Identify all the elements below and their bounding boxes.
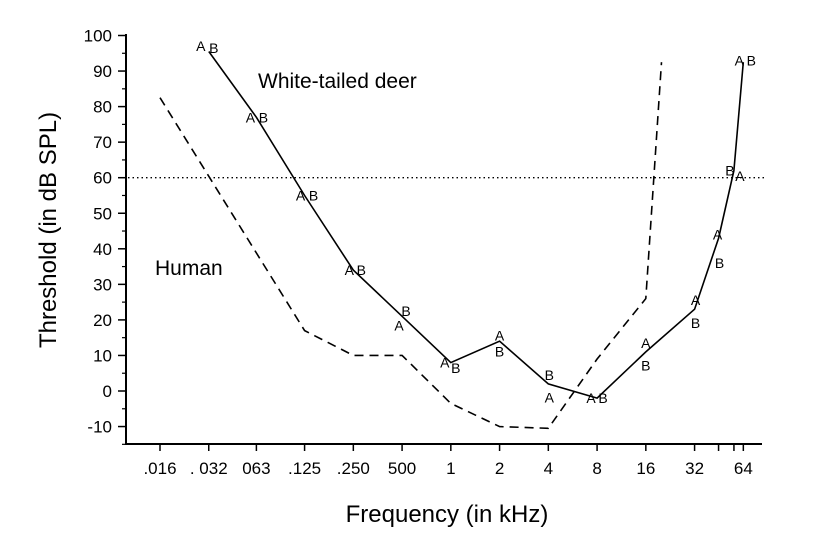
marker-b: B	[715, 255, 724, 271]
marker-a: A	[586, 390, 596, 406]
marker-b: B	[309, 187, 318, 203]
marker-b: B	[451, 360, 460, 376]
marker-b: B	[401, 303, 410, 319]
marker-a: A	[545, 390, 555, 406]
x-tick-label: 1	[446, 459, 455, 478]
y-tick-label: 80	[93, 98, 112, 117]
y-tick-label: -10	[87, 418, 112, 437]
y-tick-label: 50	[93, 204, 112, 223]
marker-a: A	[691, 292, 701, 308]
x-tick-label: 8	[592, 459, 601, 478]
series-white-tailed-deer	[208, 51, 745, 399]
y-tick-label: 60	[93, 169, 112, 188]
series-human	[159, 62, 663, 430]
marker-b: B	[495, 343, 504, 359]
marker-a: A	[345, 262, 355, 278]
marker-a: A	[246, 109, 256, 125]
marker-a: A	[735, 168, 745, 184]
marker-a: A	[440, 355, 450, 371]
x-axis-title: Frequency (in kHz)	[346, 501, 549, 528]
annotations: White-tailed deer Human	[155, 70, 417, 280]
y-tick-label: 0	[103, 382, 112, 401]
x-tick-label: 16	[636, 459, 655, 478]
x-tick-label: .250	[337, 459, 370, 478]
annotation-white-tailed-deer: White-tailed deer	[258, 70, 417, 93]
y-tick-label: 40	[93, 240, 112, 259]
marker-b: B	[259, 109, 268, 125]
marker-a: A	[296, 187, 306, 203]
y-tick-label: 100	[84, 27, 112, 46]
marker-b: B	[545, 367, 554, 383]
x-tick-label: 64	[734, 459, 753, 478]
y-tick-label: 10	[93, 346, 112, 365]
y-tick-label: 20	[93, 311, 112, 330]
x-tick-label: 32	[685, 459, 704, 478]
y-tick-label: 70	[93, 133, 112, 152]
x-tick-label: 500	[388, 459, 416, 478]
x-tick-label: .016	[143, 459, 176, 478]
marker-b: B	[747, 52, 756, 68]
marker-a: A	[495, 328, 505, 344]
x-tick-label: . 032	[190, 459, 228, 478]
y-tick-label: 90	[93, 62, 112, 81]
marker-b: B	[598, 390, 607, 406]
y-tick-label: 30	[93, 275, 112, 294]
axes: -10 0 10 20 30 40 50 60 70 80 90 100 .016 . 032 063 .12…	[84, 27, 762, 478]
marker-a: A	[713, 227, 723, 243]
marker-b: B	[641, 358, 650, 374]
series-layer	[159, 51, 745, 430]
marker-b: B	[725, 163, 734, 179]
marker-a: A	[394, 317, 404, 333]
x-tick-label: 2	[495, 459, 504, 478]
x-tick-label: 063	[242, 459, 270, 478]
marker-a: A	[735, 52, 745, 68]
marker-b: B	[691, 315, 700, 331]
marker-b: B	[209, 40, 218, 56]
annotation-human: Human	[155, 257, 223, 280]
y-axis-title: Threshold (in dB SPL)	[35, 112, 62, 348]
x-tick-label: .125	[288, 459, 321, 478]
marker-a: A	[641, 335, 651, 351]
marker-a: A	[196, 38, 206, 54]
x-tick-label: 4	[544, 459, 553, 478]
marker-b: B	[357, 262, 366, 278]
